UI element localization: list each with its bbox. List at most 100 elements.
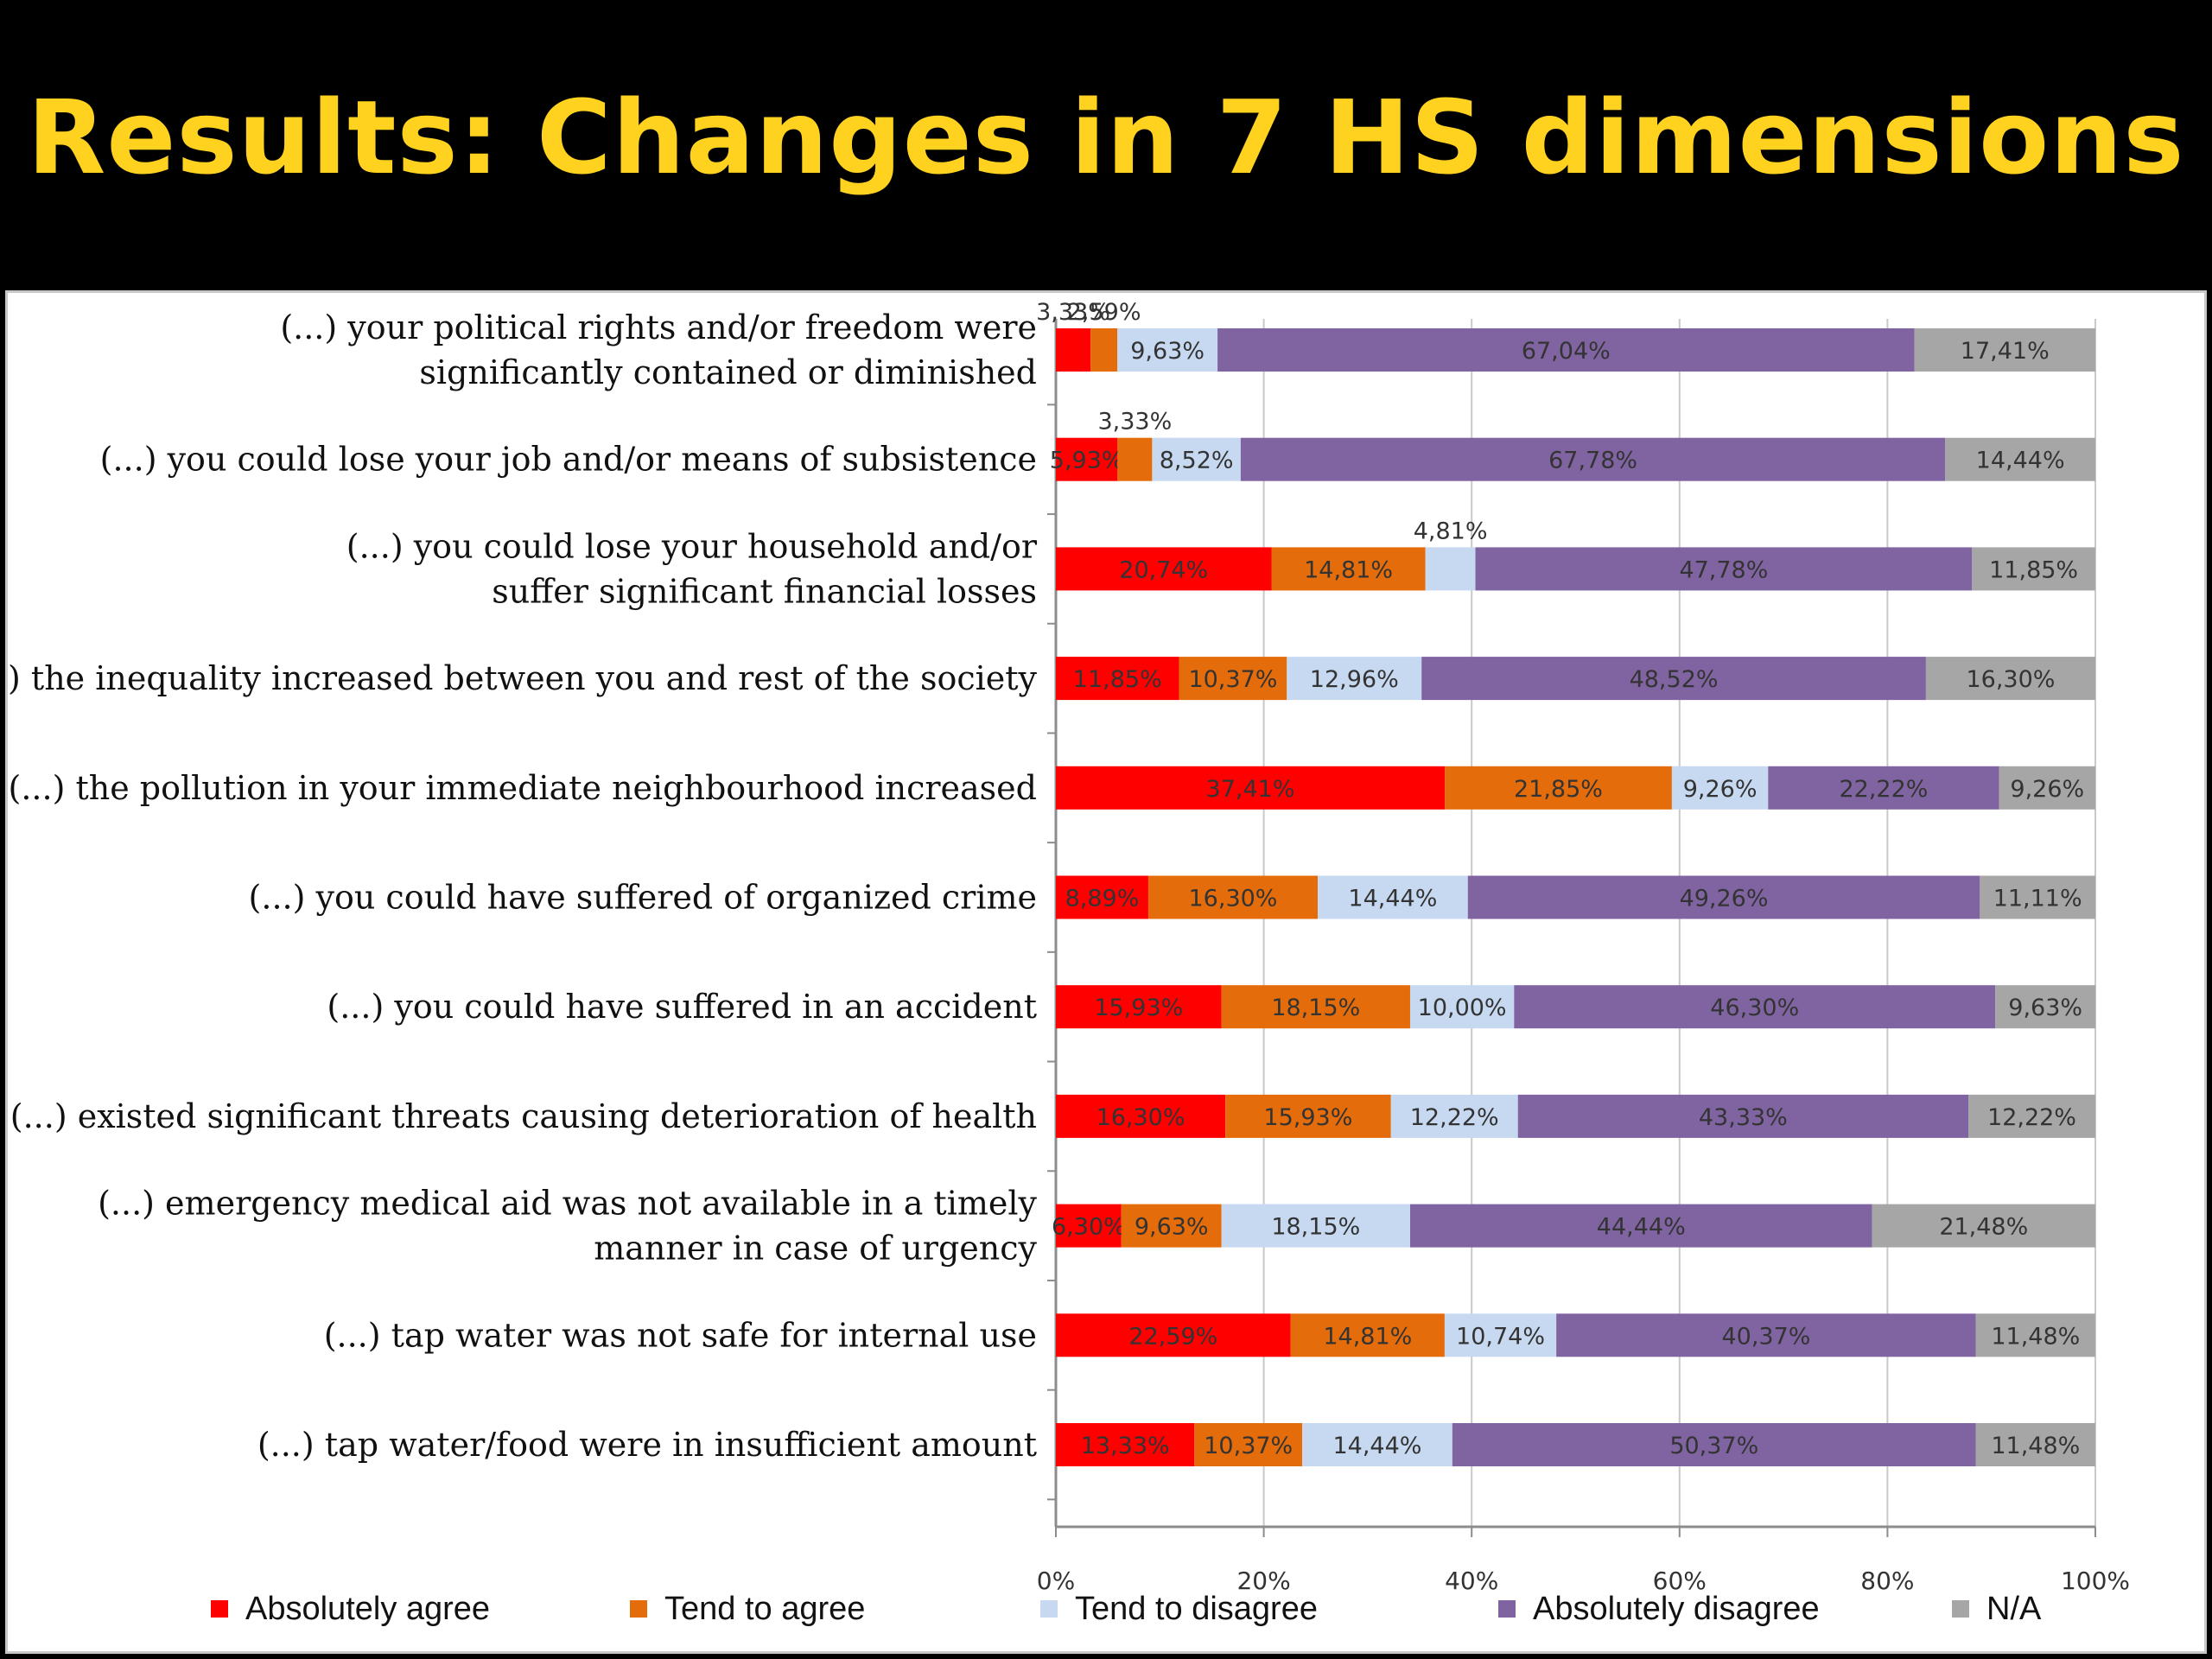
bar-segment bbox=[1945, 437, 2095, 481]
chart-panel: 0% 20% 40% 60% 80% 100% 3,33% 2,59% 9,63% 67,04% 1… bbox=[5, 290, 2207, 1654]
bar-segment bbox=[1179, 657, 1287, 701]
data-label: 17,41% bbox=[1961, 338, 2050, 365]
bar-segment bbox=[1556, 1313, 1976, 1357]
title-bar: Results: Changes in 7 HS dimensions bbox=[0, 0, 2212, 289]
legend-swatch bbox=[630, 1600, 647, 1618]
legend-label: Tend to disagree bbox=[1075, 1591, 1318, 1627]
data-label: 9,26% bbox=[2010, 776, 2084, 803]
data-label: 22,22% bbox=[1839, 776, 1928, 803]
bar-segment bbox=[1925, 657, 2095, 701]
data-label: 67,78% bbox=[1548, 448, 1637, 474]
data-label: 46,30% bbox=[1710, 995, 1799, 1021]
bar-segment bbox=[1302, 1423, 1452, 1466]
legend-swatch bbox=[1952, 1600, 1969, 1618]
bar-segment bbox=[1967, 1094, 2095, 1138]
data-label: 10,37% bbox=[1204, 1433, 1293, 1459]
bar-segment bbox=[1056, 985, 1222, 1029]
data-label: 22,59% bbox=[1128, 1323, 1217, 1350]
bar-segment bbox=[1056, 875, 1148, 919]
category-label: manner in case of urgency bbox=[594, 1230, 1037, 1268]
bar-segment bbox=[1409, 1204, 1872, 1248]
data-label: 18,15% bbox=[1271, 995, 1360, 1021]
data-label: 6,30% bbox=[1052, 1214, 1126, 1241]
data-label: 5,93% bbox=[1050, 448, 1124, 474]
bar-segment bbox=[1467, 875, 1980, 919]
bar-segment bbox=[1452, 1423, 1976, 1466]
bar-segment bbox=[1271, 547, 1426, 591]
bar-segment bbox=[1444, 1313, 1557, 1357]
bar-segment bbox=[1318, 875, 1468, 919]
category-label: (...) existed significant threats causin… bbox=[10, 1097, 1037, 1135]
data-label: 49,26% bbox=[1680, 886, 1769, 912]
legend-swatch bbox=[1040, 1600, 1058, 1618]
bar-segment bbox=[1425, 547, 1476, 591]
x-tick-label: 20% bbox=[1236, 1567, 1290, 1595]
data-label: 14,44% bbox=[1348, 886, 1437, 912]
bar-segment bbox=[1217, 328, 1915, 372]
data-label: 11,85% bbox=[1989, 556, 2078, 583]
x-tick-label: 60% bbox=[1653, 1567, 1707, 1595]
data-label: 21,85% bbox=[1514, 776, 1603, 803]
bar-segment bbox=[1290, 1313, 1445, 1357]
bar-segment bbox=[1517, 1094, 1968, 1138]
bar-segment bbox=[1056, 1204, 1122, 1248]
data-label: 67,04% bbox=[1522, 338, 1611, 365]
category-label: (...) emergency medical aid was not avai… bbox=[98, 1185, 1037, 1223]
data-label: 11,85% bbox=[1073, 666, 1162, 693]
bar-segment bbox=[1768, 766, 1999, 810]
data-label: 2,59% bbox=[1067, 299, 1141, 326]
bar-segment bbox=[1287, 657, 1422, 701]
data-label: 11,48% bbox=[1991, 1433, 2080, 1459]
data-label: 9,26% bbox=[1683, 776, 1758, 803]
bar-segment bbox=[1872, 1204, 2095, 1248]
bar-segment bbox=[1445, 766, 1672, 810]
data-label: 16,30% bbox=[1966, 666, 2055, 693]
data-label: 16,30% bbox=[1096, 1104, 1185, 1131]
bar-segment bbox=[1221, 985, 1410, 1029]
slide-title: Results: Changes in 7 HS dimensions bbox=[27, 78, 2185, 197]
bar-segment bbox=[1056, 437, 1118, 481]
bar-segment bbox=[1056, 1313, 1291, 1357]
data-label: 18,15% bbox=[1271, 1214, 1360, 1241]
data-label: 40,37% bbox=[1721, 1323, 1810, 1350]
data-label: 21,48% bbox=[1939, 1214, 2028, 1241]
bar-segment bbox=[1390, 1094, 1518, 1138]
category-label: significantly contained or diminished bbox=[419, 353, 1037, 391]
x-tick-label: 80% bbox=[1860, 1567, 1914, 1595]
bar-segment bbox=[1117, 328, 1218, 372]
data-label: 3,33% bbox=[1036, 299, 1110, 326]
bar-segment bbox=[1409, 985, 1515, 1029]
bar-segment bbox=[1056, 547, 1272, 591]
bar-segment bbox=[1194, 1423, 1303, 1466]
category-label: (...) the inequality increased between y… bbox=[8, 659, 1038, 697]
data-label: 12,22% bbox=[1987, 1104, 2076, 1131]
data-label: 12,96% bbox=[1310, 666, 1399, 693]
category-label: (...) you could lose your job and/or mea… bbox=[100, 441, 1037, 479]
legend-label: N/A bbox=[1986, 1591, 2042, 1627]
bar-segment bbox=[1514, 985, 1996, 1029]
data-label: 48,52% bbox=[1630, 666, 1719, 693]
x-tick-label: 0% bbox=[1037, 1567, 1075, 1595]
data-label: 16,30% bbox=[1189, 886, 1278, 912]
data-label: 10,00% bbox=[1418, 995, 1507, 1021]
x-tick-label: 40% bbox=[1445, 1567, 1498, 1595]
bar-segment bbox=[1995, 985, 2096, 1029]
data-label: 11,11% bbox=[1993, 886, 2082, 912]
data-label: 14,81% bbox=[1304, 556, 1393, 583]
bar-segment bbox=[1421, 657, 1926, 701]
category-label: (...) you could have suffered of organiz… bbox=[249, 879, 1037, 917]
category-label: (...) you could have suffered in an acci… bbox=[327, 988, 1037, 1026]
bar-segment bbox=[1152, 437, 1241, 481]
bar-segment bbox=[1221, 1204, 1410, 1248]
bar-segment bbox=[1056, 1423, 1195, 1466]
bar-segment bbox=[1090, 328, 1118, 372]
bar-segment bbox=[1240, 437, 1946, 481]
legend-label: Tend to agree bbox=[664, 1591, 865, 1627]
bar-segment bbox=[1975, 1423, 2095, 1466]
bar-segment bbox=[1975, 1313, 2095, 1357]
data-label: 15,93% bbox=[1263, 1104, 1352, 1131]
data-label: 14,44% bbox=[1976, 448, 2065, 474]
bar-segment bbox=[1475, 547, 1973, 591]
legend-label: Absolutely disagree bbox=[1533, 1591, 1820, 1627]
category-label: suffer significant financial losses bbox=[492, 572, 1037, 610]
